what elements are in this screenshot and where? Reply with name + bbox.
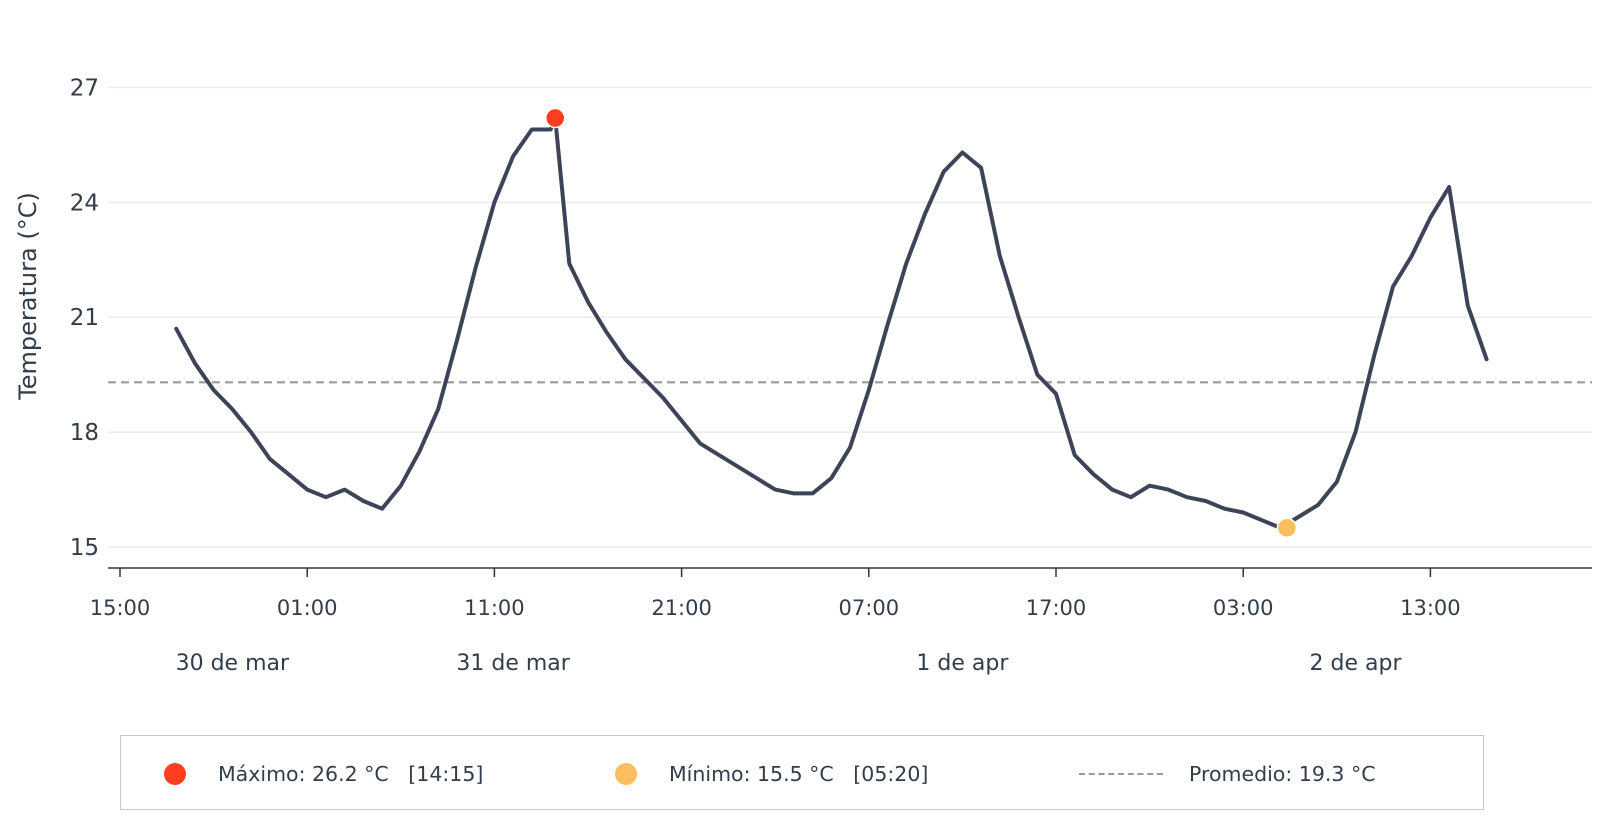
gridlines [108, 86, 1592, 548]
legend-min: Mínimo: 15.5 °C [05:20] [615, 736, 928, 811]
min-marker-icon [615, 762, 637, 785]
y-tick-label: 27 [70, 75, 99, 101]
date-labels: 30 de mar 31 de mar 1 de apr 2 de apr [176, 651, 1403, 676]
legend: Máximo: 26.2 °C [14:15] Mínimo: 15.5 °C … [120, 735, 1484, 810]
y-tick-labels: 15 18 21 24 27 [70, 75, 99, 561]
x-tick-label: 07:00 [839, 596, 900, 620]
date-label: 1 de apr [916, 651, 1009, 676]
temperature-line [174, 116, 1489, 530]
date-label: 2 de apr [1310, 651, 1403, 676]
y-tick-label: 24 [70, 190, 99, 216]
max-marker [544, 107, 566, 129]
legend-max-text: Máximo: 26.2 °C [14:15] [218, 761, 484, 786]
y-tick-label: 15 [70, 535, 99, 561]
max-marker-icon [164, 762, 186, 785]
x-tick-label: 13:00 [1400, 596, 1461, 620]
x-tick-label: 21:00 [651, 596, 712, 620]
extreme-markers [544, 107, 1298, 539]
y-tick-label: 21 [70, 305, 99, 331]
x-tick-label: 11:00 [464, 596, 525, 620]
legend-average: Promedio: 19.3 °C [1079, 736, 1376, 811]
legend-average-text: Promedio: 19.3 °C [1189, 761, 1376, 786]
x-ticks: 15:00 01:00 11:00 21:00 07:00 17:00 03:00 13:00 [90, 568, 1461, 620]
legend-max: Máximo: 26.2 °C [14:15] [164, 736, 483, 811]
average-line-icon [1079, 772, 1163, 775]
date-label: 31 de mar [456, 651, 570, 676]
y-axis-label: Temperatura (°C) [14, 192, 42, 401]
x-tick-label: 01:00 [277, 596, 338, 620]
date-label: 30 de mar [176, 651, 290, 676]
legend-min-text: Mínimo: 15.5 °C [05:20] [669, 761, 929, 786]
x-tick-label: 15:00 [90, 596, 151, 620]
y-tick-label: 18 [70, 420, 99, 446]
min-marker [1276, 517, 1298, 539]
x-tick-label: 03:00 [1213, 596, 1274, 620]
x-tick-label: 17:00 [1026, 596, 1087, 620]
